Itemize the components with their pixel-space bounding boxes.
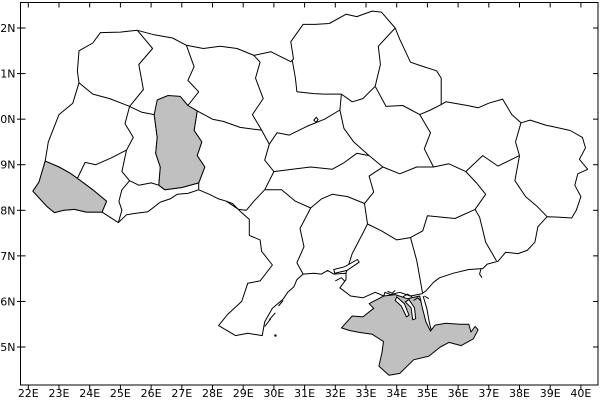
x-tick-label: 37E — [478, 387, 499, 400]
x-tick-label: 30E — [263, 387, 284, 400]
x-tick-label: 22E — [18, 387, 39, 400]
x-tick-label: 24E — [79, 387, 100, 400]
x-tick-label: 34E — [386, 387, 407, 400]
x-tick-label: 23E — [49, 387, 70, 400]
coast-mark — [424, 295, 430, 300]
x-tick-label: 25E — [110, 387, 131, 400]
coast-mark — [264, 318, 272, 327]
oblast-border-line — [474, 209, 497, 262]
oblast-border-line — [345, 223, 368, 274]
x-tick-label: 28E — [202, 387, 223, 400]
oblast-border-line — [124, 106, 134, 151]
x-tick-label: 32E — [325, 387, 346, 400]
oblast-border-line — [291, 60, 342, 95]
oblast-border-line — [310, 193, 365, 209]
oblast-border-line — [76, 149, 127, 179]
oblast-border-line — [129, 29, 154, 107]
x-tick-label: 36E — [448, 387, 469, 400]
oblast-border-line — [268, 109, 341, 145]
oblast-border-line — [368, 155, 384, 168]
y-tick-label: 48N — [0, 204, 16, 217]
y-tick-label: 50N — [0, 113, 16, 126]
oblast-border-line — [196, 110, 262, 131]
y-tick-label: 45N — [0, 341, 16, 354]
reservoir-loop — [313, 116, 319, 124]
oblast-border-line — [410, 237, 423, 293]
oblast-border-line — [226, 189, 266, 211]
oblast-border-line — [261, 129, 275, 191]
lagoon-shape — [394, 296, 410, 318]
oblast-border-line — [382, 166, 434, 175]
oblast-border-line — [367, 223, 411, 241]
oblast-border-line — [129, 180, 159, 186]
x-tick-label: 26E — [141, 387, 162, 400]
y-tick-label: 52N — [0, 22, 16, 35]
oblast-border-line — [515, 122, 522, 156]
oblast-border-line — [117, 180, 130, 223]
oblast-border-line — [264, 189, 311, 209]
oblast-border-line — [121, 149, 130, 182]
coast-mark — [402, 293, 413, 298]
oblast-border-line — [364, 166, 384, 225]
x-tick-label: 40E — [570, 387, 591, 400]
y-tick-label: 49N — [0, 159, 16, 172]
oblast-border-line — [419, 114, 434, 168]
oblast-border-line — [339, 94, 342, 111]
coast-mark — [278, 300, 284, 307]
x-tick-label: 31E — [294, 387, 315, 400]
x-tick-label: 33E — [356, 387, 377, 400]
oblast-border-line — [374, 27, 396, 87]
oblast-border-line — [273, 152, 370, 173]
coast-mark — [479, 268, 483, 278]
oblast-border-line — [296, 207, 312, 275]
oblast-border-line — [251, 55, 264, 131]
oblast-border-line — [341, 85, 376, 103]
lagoon-shape — [333, 258, 360, 274]
x-tick-label: 38E — [509, 387, 530, 400]
lagoon-shape — [404, 298, 417, 321]
region-khmelnytskyi-shaded — [153, 95, 206, 191]
y-tick-label: 46N — [0, 295, 16, 308]
oblast-border-line — [78, 82, 130, 107]
oblast-border-line — [514, 155, 548, 218]
oblast-border-line — [339, 109, 370, 156]
coast-mark — [413, 297, 422, 302]
coast-mark — [387, 290, 396, 294]
y-tick-label: 47N — [0, 250, 16, 263]
coast-mark — [422, 295, 432, 330]
plot-frame — [20, 2, 599, 386]
oblast-border-line — [374, 86, 420, 116]
oblast-border-line — [185, 45, 200, 106]
region-crimea-shaded — [340, 294, 479, 376]
region-zakarpattia-shaded — [32, 160, 108, 214]
oblast-border-line — [419, 104, 442, 116]
oblast-border-line — [433, 163, 467, 173]
island-dot — [274, 334, 277, 337]
x-tick-label: 29E — [233, 387, 254, 400]
coast-mark — [335, 277, 345, 282]
x-tick-label: 27E — [171, 387, 192, 400]
x-tick-label: 39E — [540, 387, 561, 400]
y-tick-label: 51N — [0, 68, 16, 81]
oblast-border-line — [465, 155, 520, 172]
oblast-border-line — [410, 208, 476, 239]
oblast-border-line — [465, 171, 487, 210]
x-tick-label: 35E — [417, 387, 438, 400]
ukraine-outline — [32, 10, 589, 337]
